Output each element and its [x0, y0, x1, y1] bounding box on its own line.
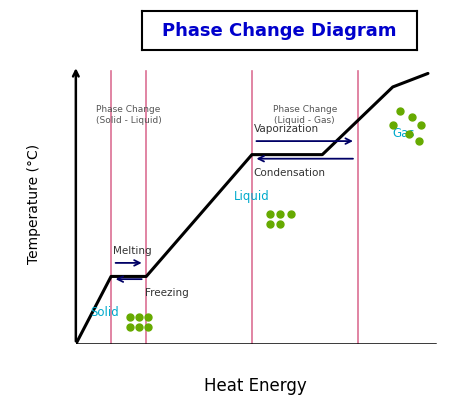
Text: Temperature (°C): Temperature (°C): [27, 144, 41, 264]
Point: [276, 211, 284, 218]
Point: [415, 139, 423, 145]
Text: Freezing: Freezing: [145, 288, 188, 298]
Point: [144, 314, 152, 320]
Point: [136, 314, 143, 320]
Point: [127, 314, 134, 320]
Point: [127, 324, 134, 330]
Point: [136, 324, 143, 330]
Point: [396, 109, 403, 115]
Point: [287, 211, 294, 218]
Point: [266, 211, 273, 218]
Text: Heat Energy: Heat Energy: [204, 376, 307, 394]
Text: Solid: Solid: [90, 305, 118, 318]
Point: [408, 114, 416, 121]
Point: [144, 324, 152, 330]
Text: Phase Change
(Solid - Liquid): Phase Change (Solid - Liquid): [96, 105, 162, 124]
Point: [266, 221, 273, 227]
Text: Gas: Gas: [393, 127, 415, 140]
Point: [276, 221, 284, 227]
Text: Phase Change
(Liquid - Gas): Phase Change (Liquid - Gas): [273, 105, 337, 124]
Point: [405, 132, 412, 138]
Text: Phase Change Diagram: Phase Change Diagram: [163, 22, 397, 40]
Point: [417, 122, 425, 129]
Point: [389, 122, 397, 129]
Text: Condensation: Condensation: [254, 167, 326, 177]
Text: Liquid: Liquid: [234, 189, 270, 202]
Text: Vaporization: Vaporization: [254, 124, 319, 134]
Text: Melting: Melting: [113, 245, 151, 255]
